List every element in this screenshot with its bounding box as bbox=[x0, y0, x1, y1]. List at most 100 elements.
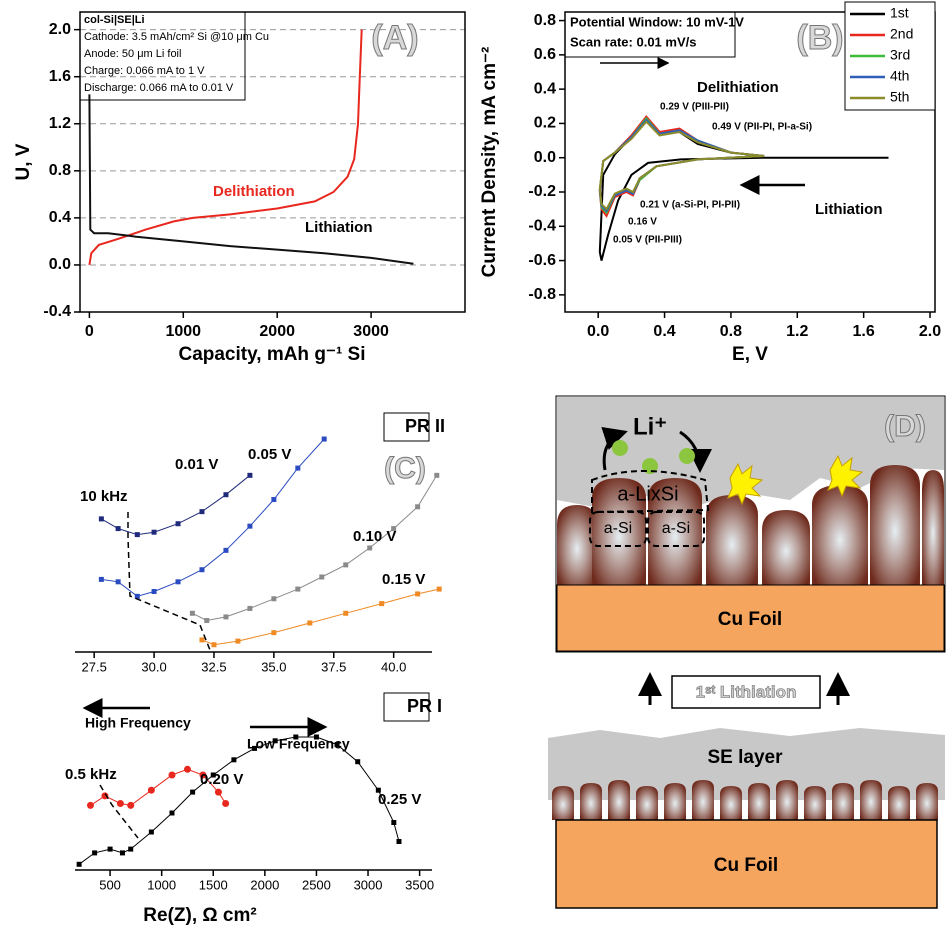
pillar bbox=[776, 780, 798, 820]
marker bbox=[231, 757, 237, 763]
series-line bbox=[598, 120, 765, 211]
x-tick-label: 2500 bbox=[302, 877, 331, 892]
marker bbox=[321, 436, 327, 442]
marker bbox=[134, 532, 140, 538]
y-tick-label: -0.4 bbox=[528, 218, 556, 235]
x-tick-label: 40.0 bbox=[381, 659, 406, 674]
annotation: Charge: 0.066 mA to 1 V bbox=[84, 65, 205, 77]
y-tick-label: 0.4 bbox=[534, 80, 556, 97]
marker bbox=[127, 801, 135, 809]
marker bbox=[415, 504, 421, 510]
y-tick-label: 0.8 bbox=[534, 12, 556, 29]
arrow bbox=[601, 426, 628, 471]
marker bbox=[295, 465, 301, 471]
ion bbox=[612, 440, 628, 456]
pillar bbox=[706, 495, 758, 585]
marker bbox=[355, 759, 361, 765]
marker bbox=[101, 792, 109, 800]
x-axis-label: Capacity, mAh g⁻¹ Si bbox=[178, 344, 365, 365]
plot-frame bbox=[79, 11, 466, 313]
annotation: 0.29 V (PIII-PII) bbox=[660, 102, 729, 113]
marker bbox=[169, 810, 175, 816]
marker bbox=[76, 861, 82, 867]
pillar bbox=[804, 786, 826, 820]
x-tick-label: 0.0 bbox=[587, 323, 609, 340]
marker bbox=[247, 605, 253, 611]
series-label: 0.01 V bbox=[175, 456, 218, 473]
y-tick-label: -0.8 bbox=[528, 286, 556, 303]
ion bbox=[642, 458, 658, 474]
arrow bbox=[679, 430, 712, 473]
outline bbox=[591, 470, 710, 514]
x-tick-label: 3000 bbox=[354, 877, 383, 892]
annotation: Anode: 50 μm Li foil bbox=[84, 48, 181, 60]
legend-label: 3rd bbox=[890, 47, 910, 63]
annotation-box bbox=[383, 412, 430, 442]
annotation: 0.21 V (a-Si-PI, PI-PII) bbox=[640, 200, 740, 211]
y-tick-label: 0.2 bbox=[534, 115, 556, 132]
marker bbox=[98, 576, 104, 582]
label: a-Si bbox=[662, 520, 690, 537]
x-tick-label: 1000 bbox=[165, 323, 201, 340]
series-label: 0.15 V bbox=[382, 571, 425, 588]
pillar bbox=[870, 465, 920, 585]
label: Li⁺ bbox=[633, 413, 667, 440]
series-line bbox=[88, 29, 363, 266]
x-axis-label: E, V bbox=[732, 344, 768, 365]
x-tick-label: 1000 bbox=[147, 877, 176, 892]
x-tick-label: 0.4 bbox=[653, 323, 675, 340]
marker bbox=[343, 610, 349, 616]
pillar bbox=[608, 780, 630, 820]
marker bbox=[92, 850, 98, 856]
marker bbox=[189, 610, 195, 616]
label: SE layer bbox=[708, 747, 784, 768]
marker bbox=[396, 839, 402, 844]
marker bbox=[168, 771, 176, 779]
label: Cu Foil bbox=[714, 855, 778, 876]
annotation: 0.05 V (PII-PIII) bbox=[613, 235, 682, 246]
x-axis-label: Re(Z), Ω cm² bbox=[143, 905, 256, 926]
x-tick-label: 27.5 bbox=[82, 659, 107, 674]
annotation-box bbox=[79, 11, 246, 101]
annotation-box bbox=[564, 11, 736, 58]
pillar bbox=[552, 786, 574, 820]
x-tick-label: 0.8 bbox=[720, 323, 742, 340]
marker bbox=[223, 614, 229, 620]
y-axis-label: U, V bbox=[13, 143, 34, 180]
series-label: Delithiation bbox=[213, 183, 295, 200]
x-tick-label: 1.2 bbox=[786, 323, 808, 340]
y-tick-label: -0.4 bbox=[43, 303, 71, 320]
legend-label: 2nd bbox=[890, 26, 913, 42]
x-tick-label: 1500 bbox=[199, 877, 228, 892]
step-box bbox=[671, 675, 821, 709]
x-tick-label: 2000 bbox=[259, 323, 295, 340]
marker bbox=[343, 562, 349, 568]
series-line bbox=[101, 474, 251, 536]
marker bbox=[151, 589, 157, 594]
marker bbox=[199, 509, 205, 515]
cu-foil bbox=[555, 819, 938, 909]
marker bbox=[436, 586, 442, 592]
annotation: Cathode: 3.5 mAh/cm² Si @10 μm Cu bbox=[84, 31, 269, 43]
marker bbox=[119, 850, 125, 856]
marker bbox=[379, 601, 385, 607]
marker bbox=[211, 642, 217, 648]
marker bbox=[175, 579, 181, 585]
marker bbox=[214, 788, 222, 796]
x-tick-label: 0 bbox=[85, 323, 94, 340]
y-tick-label: 1.6 bbox=[49, 68, 71, 85]
crack bbox=[727, 462, 764, 506]
y-tick-label: 0.4 bbox=[49, 209, 71, 226]
series-line bbox=[78, 736, 400, 865]
annotation: 0.49 V (PII-PI, PI-a-Si) bbox=[712, 122, 812, 133]
annotation-box bbox=[383, 692, 430, 722]
series-label: 0.10 V bbox=[353, 528, 396, 545]
marker bbox=[271, 596, 277, 602]
pillar bbox=[557, 505, 597, 585]
outline bbox=[589, 511, 647, 547]
series-label: Lithiation bbox=[305, 219, 373, 236]
marker bbox=[295, 586, 301, 592]
marker bbox=[252, 745, 258, 751]
series-line bbox=[201, 588, 440, 646]
annotation: Scan rate: 0.01 mV/s bbox=[570, 34, 696, 49]
